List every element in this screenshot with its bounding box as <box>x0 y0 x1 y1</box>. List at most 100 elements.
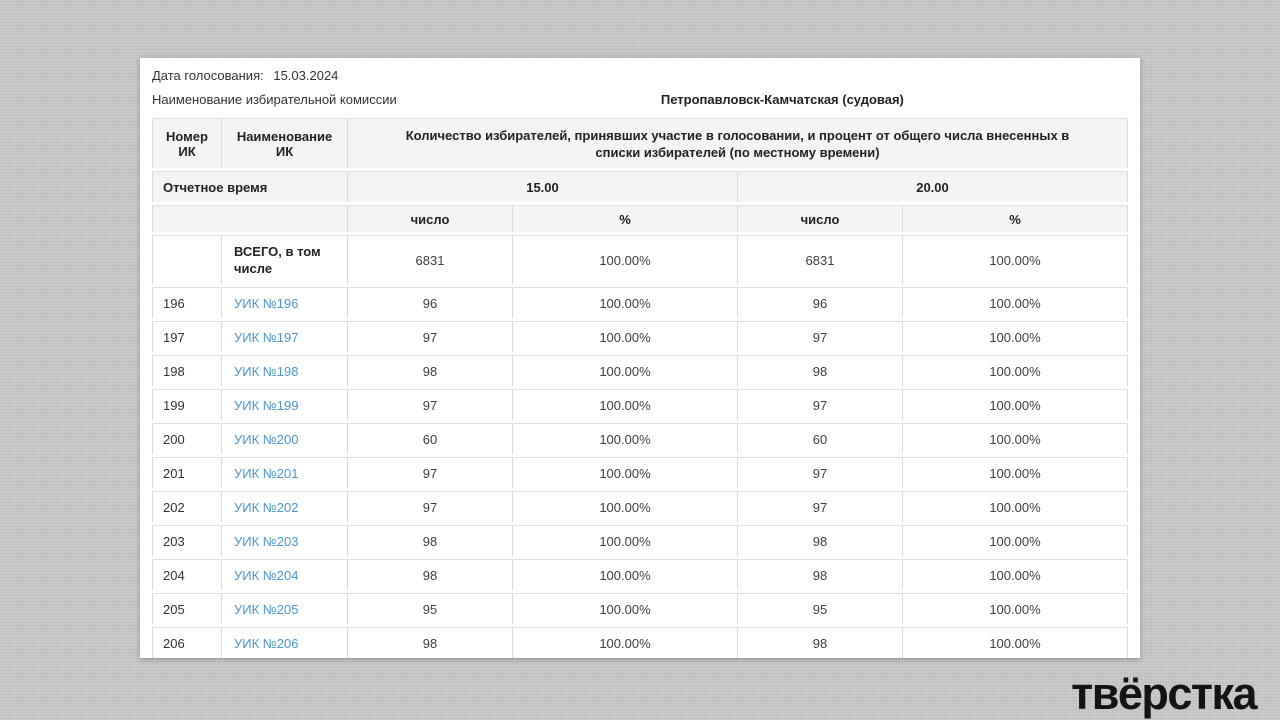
percent-cell-1500: 100.00% <box>513 491 738 522</box>
uik-name-cell: УИК №200 <box>222 423 348 454</box>
percent-cell-1500: 100.00% <box>513 287 738 318</box>
total-num-empty <box>152 235 222 284</box>
time-1500-header: 15.00 <box>348 171 738 202</box>
subheader-count-1: число <box>348 205 513 232</box>
table-body: 196 УИК №196 96 100.00% 96 100.00% 197 У… <box>152 287 1128 658</box>
uik-link[interactable]: УИК №202 <box>234 499 299 515</box>
time-2000-header: 20.00 <box>738 171 1128 202</box>
count-cell-1500: 60 <box>348 423 513 454</box>
percent-cell-2000: 100.00% <box>903 559 1128 590</box>
report-time-label: Отчетное время <box>152 171 348 202</box>
percent-cell-2000: 100.00% <box>903 355 1128 386</box>
total-row: ВСЕГО, в том числе 6831 100.00% 6831 100… <box>152 235 1128 284</box>
table-row: 206 УИК №206 98 100.00% 98 100.00% <box>152 627 1128 658</box>
total-count-2: 6831 <box>738 235 903 284</box>
voting-date-line: Дата голосования: 15.03.2024 <box>152 66 1128 86</box>
subheader-count-2: число <box>738 205 903 232</box>
table-row: 200 УИК №200 60 100.00% 60 100.00% <box>152 423 1128 454</box>
count-cell-1500: 97 <box>348 389 513 420</box>
percent-cell-1500: 100.00% <box>513 389 738 420</box>
count-cell-2000: 95 <box>738 593 903 624</box>
count-cell-2000: 98 <box>738 355 903 386</box>
row-number-cell: 199 <box>152 389 222 420</box>
commission-name: Петропавловск-Камчатская (судовая) <box>660 92 904 107</box>
table-row: 197 УИК №197 97 100.00% 97 100.00% <box>152 321 1128 352</box>
subheader-percent-2: % <box>903 205 1128 232</box>
percent-cell-1500: 100.00% <box>513 457 738 488</box>
count-cell-2000: 97 <box>738 389 903 420</box>
percent-cell-2000: 100.00% <box>903 389 1128 420</box>
percent-cell-2000: 100.00% <box>903 491 1128 522</box>
percent-cell-2000: 100.00% <box>903 287 1128 318</box>
row-number-cell: 205 <box>152 593 222 624</box>
uik-link[interactable]: УИК №201 <box>234 465 299 481</box>
uik-link[interactable]: УИК №197 <box>234 329 299 345</box>
row-number-cell: 198 <box>152 355 222 386</box>
uik-link[interactable]: УИК №205 <box>234 601 299 617</box>
report-time-row: Отчетное время 15.00 20.00 <box>152 171 1128 202</box>
uik-name-cell: УИК №199 <box>222 389 348 420</box>
count-cell-2000: 97 <box>738 321 903 352</box>
count-cell-1500: 97 <box>348 457 513 488</box>
row-number-cell: 196 <box>152 287 222 318</box>
count-cell-1500: 98 <box>348 559 513 590</box>
count-cell-2000: 97 <box>738 457 903 488</box>
percent-cell-1500: 100.00% <box>513 593 738 624</box>
table-row: 201 УИК №201 97 100.00% 97 100.00% <box>152 457 1128 488</box>
percent-cell-1500: 100.00% <box>513 525 738 556</box>
row-number-cell: 200 <box>152 423 222 454</box>
voting-date-label: Дата голосования: <box>152 68 264 83</box>
commission-label: Наименование избирательной комиссии <box>152 92 397 107</box>
count-cell-1500: 98 <box>348 525 513 556</box>
table-header-row: Номер ИК Наименование ИК Количество изби… <box>152 118 1128 168</box>
subheader-percent-1: % <box>513 205 738 232</box>
header-num: Номер ИК <box>152 118 222 168</box>
total-count-1: 6831 <box>348 235 513 284</box>
uik-link[interactable]: УИК №203 <box>234 533 299 549</box>
count-cell-1500: 97 <box>348 321 513 352</box>
table-row: 196 УИК №196 96 100.00% 96 100.00% <box>152 287 1128 318</box>
uik-name-cell: УИК №198 <box>222 355 348 386</box>
percent-cell-1500: 100.00% <box>513 627 738 658</box>
report-card: Дата голосования: 15.03.2024 Наименовани… <box>140 58 1140 658</box>
table-row: 205 УИК №205 95 100.00% 95 100.00% <box>152 593 1128 624</box>
count-cell-2000: 60 <box>738 423 903 454</box>
count-cell-2000: 98 <box>738 559 903 590</box>
uik-name-cell: УИК №203 <box>222 525 348 556</box>
percent-cell-1500: 100.00% <box>513 559 738 590</box>
total-percent-2: 100.00% <box>903 235 1128 284</box>
uik-name-cell: УИК №202 <box>222 491 348 522</box>
percent-cell-1500: 100.00% <box>513 423 738 454</box>
percent-cell-2000: 100.00% <box>903 627 1128 658</box>
header-name: Наименование ИК <box>222 118 348 168</box>
commission-line: Наименование избирательной комиссии Петр… <box>152 90 1128 110</box>
percent-cell-2000: 100.00% <box>903 457 1128 488</box>
percent-cell-1500: 100.00% <box>513 355 738 386</box>
verstka-logo: твёрстка <box>1071 668 1257 719</box>
count-cell-2000: 96 <box>738 287 903 318</box>
uik-name-cell: УИК №201 <box>222 457 348 488</box>
row-number-cell: 204 <box>152 559 222 590</box>
table-row: 203 УИК №203 98 100.00% 98 100.00% <box>152 525 1128 556</box>
uik-link[interactable]: УИК №204 <box>234 567 299 583</box>
count-cell-1500: 98 <box>348 355 513 386</box>
total-percent-1: 100.00% <box>513 235 738 284</box>
table-row: 199 УИК №199 97 100.00% 97 100.00% <box>152 389 1128 420</box>
count-cell-1500: 97 <box>348 491 513 522</box>
uik-link[interactable]: УИК №199 <box>234 397 299 413</box>
row-number-cell: 197 <box>152 321 222 352</box>
uik-link[interactable]: УИК №196 <box>234 295 299 311</box>
uik-link[interactable]: УИК №206 <box>234 635 299 651</box>
header-main: Количество избирателей, принявших участи… <box>348 118 1128 168</box>
count-cell-2000: 97 <box>738 491 903 522</box>
table-row: 202 УИК №202 97 100.00% 97 100.00% <box>152 491 1128 522</box>
percent-cell-2000: 100.00% <box>903 321 1128 352</box>
table-row: 198 УИК №198 98 100.00% 98 100.00% <box>152 355 1128 386</box>
uik-link[interactable]: УИК №198 <box>234 363 299 379</box>
count-cell-1500: 96 <box>348 287 513 318</box>
percent-cell-2000: 100.00% <box>903 593 1128 624</box>
uik-link[interactable]: УИК №200 <box>234 431 299 447</box>
subheader-row: число % число % <box>152 205 1128 232</box>
uik-name-cell: УИК №205 <box>222 593 348 624</box>
row-number-cell: 203 <box>152 525 222 556</box>
